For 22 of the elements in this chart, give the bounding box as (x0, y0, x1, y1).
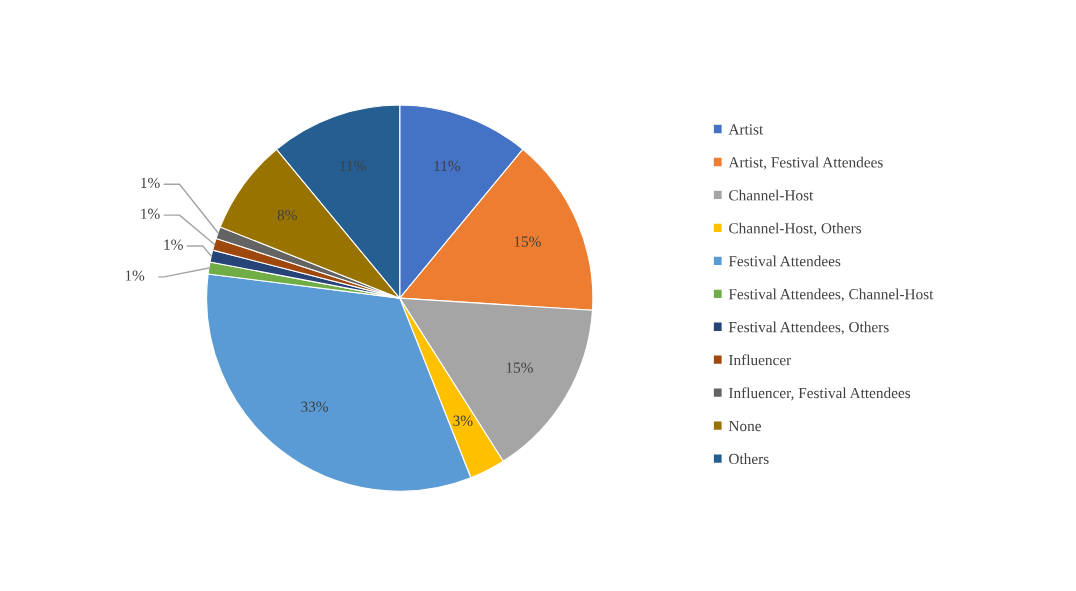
legend-label: Others (729, 453, 769, 465)
data-label: 1% (141, 177, 160, 189)
data-label: 1% (125, 270, 145, 281)
data-label: 33% (301, 401, 328, 412)
legend-label: None (728, 420, 761, 432)
data-label: 15% (514, 236, 541, 247)
legend-label: Festival Attendees, Channel-Host (728, 288, 934, 302)
legend-label: Artist (728, 124, 764, 135)
data-label: 11% (434, 160, 461, 172)
legend-label: Channel-Host, Others (729, 222, 862, 236)
data-label: 3% (453, 415, 473, 426)
data-label: 8% (277, 209, 297, 221)
legend-label: Festival Attendees (728, 255, 841, 267)
data-label: 1% (141, 208, 160, 219)
legend-label: Influencer, Festival Attendees (728, 387, 911, 401)
data-label: 15% (506, 362, 533, 373)
data-label: 11% (340, 160, 366, 172)
legend-label: Channel-Host (729, 189, 814, 201)
data-label: 1% (164, 239, 183, 250)
legend-label: Festival Attendees, Others (728, 321, 889, 335)
legend-label: Artist, Festival Attendees (728, 156, 883, 170)
legend-label: Influencer (728, 354, 792, 366)
